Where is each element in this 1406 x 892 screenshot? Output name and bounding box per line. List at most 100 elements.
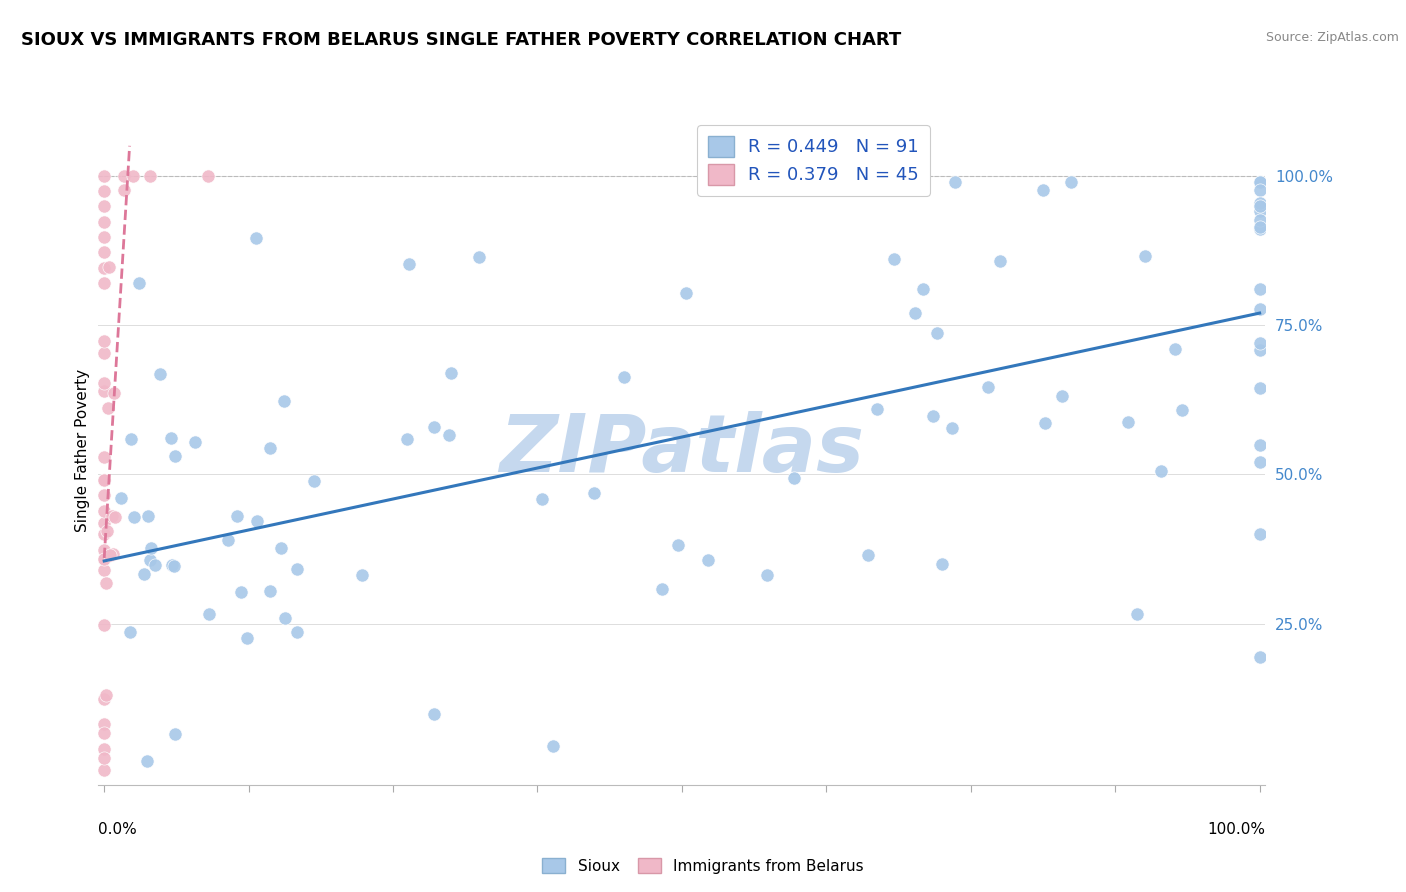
Point [184, 435, 207, 450]
Point [97, 401, 120, 416]
Point [245, 231, 267, 245]
Point [613, 369, 636, 384]
Point [165, 727, 187, 741]
Point [149, 367, 172, 381]
Point [396, 432, 419, 446]
Point [1171, 402, 1194, 417]
Text: 100.0%: 100.0% [1208, 822, 1265, 837]
Point [139, 169, 162, 183]
Point [1249, 196, 1271, 211]
Point [217, 533, 239, 548]
Point [1032, 183, 1054, 197]
Point [98, 260, 121, 274]
Point [96, 524, 118, 538]
Point [1135, 249, 1157, 263]
Point [697, 552, 720, 566]
Point [93, 542, 115, 557]
Point [143, 558, 166, 572]
Point [285, 562, 308, 576]
Point [198, 607, 221, 621]
Point [1249, 526, 1271, 541]
Point [118, 624, 141, 639]
Point [93, 184, 115, 198]
Point [259, 441, 281, 455]
Point [101, 509, 124, 524]
Point [1249, 175, 1271, 189]
Point [1249, 649, 1271, 664]
Point [925, 326, 948, 340]
Point [1249, 343, 1271, 357]
Point [110, 491, 132, 505]
Point [160, 558, 183, 573]
Point [104, 510, 127, 524]
Point [468, 250, 491, 264]
Point [422, 420, 444, 434]
Point [285, 625, 308, 640]
Point [93, 215, 115, 229]
Point [977, 379, 1000, 393]
Point [856, 548, 879, 562]
Point [93, 334, 115, 349]
Point [94, 575, 117, 590]
Point [1249, 455, 1271, 469]
Point [1249, 204, 1271, 219]
Point [1150, 463, 1173, 477]
Point [93, 277, 115, 291]
Point [132, 567, 155, 582]
Point [440, 367, 463, 381]
Point [93, 692, 115, 706]
Point [112, 183, 135, 197]
Point [93, 563, 115, 577]
Legend: R = 0.449   N = 91, R = 0.379   N = 45: R = 0.449 N = 91, R = 0.379 N = 45 [697, 125, 929, 195]
Text: 0.0%: 0.0% [98, 822, 138, 837]
Point [197, 169, 219, 183]
Text: SIOUX VS IMMIGRANTS FROM BELARUS SINGLE FATHER POVERTY CORRELATION CHART: SIOUX VS IMMIGRANTS FROM BELARUS SINGLE … [21, 31, 901, 49]
Point [1249, 213, 1271, 227]
Point [93, 516, 115, 531]
Point [1249, 219, 1271, 234]
Point [988, 254, 1011, 268]
Point [93, 717, 115, 731]
Point [912, 282, 935, 296]
Point [93, 526, 115, 541]
Point [675, 286, 697, 301]
Point [246, 514, 269, 528]
Point [1249, 335, 1271, 350]
Point [122, 169, 145, 183]
Point [1249, 199, 1271, 213]
Point [1163, 342, 1185, 356]
Point [1126, 607, 1149, 621]
Text: Source: ZipAtlas.com: Source: ZipAtlas.com [1265, 31, 1399, 45]
Point [530, 492, 553, 507]
Point [93, 751, 115, 765]
Point [270, 541, 292, 555]
Point [1249, 222, 1271, 236]
Point [273, 393, 295, 408]
Point [93, 450, 115, 465]
Y-axis label: Single Father Poverty: Single Father Poverty [75, 369, 90, 532]
Point [651, 582, 673, 596]
Point [1249, 282, 1271, 296]
Point [112, 169, 135, 183]
Point [139, 553, 162, 567]
Point [231, 585, 253, 599]
Point [103, 386, 125, 401]
Point [1060, 175, 1083, 189]
Point [1249, 183, 1271, 197]
Point [122, 510, 145, 524]
Point [160, 431, 183, 445]
Point [93, 552, 115, 566]
Point [93, 245, 115, 260]
Point [98, 549, 121, 563]
Point [866, 401, 889, 416]
Point [1249, 175, 1271, 189]
Point [93, 473, 115, 487]
Point [93, 551, 115, 566]
Legend: Sioux, Immigrants from Belarus: Sioux, Immigrants from Belarus [536, 852, 870, 880]
Point [103, 547, 125, 561]
Point [93, 763, 115, 777]
Point [273, 611, 295, 625]
Point [94, 688, 117, 702]
Point [163, 449, 186, 463]
Point [93, 474, 115, 488]
